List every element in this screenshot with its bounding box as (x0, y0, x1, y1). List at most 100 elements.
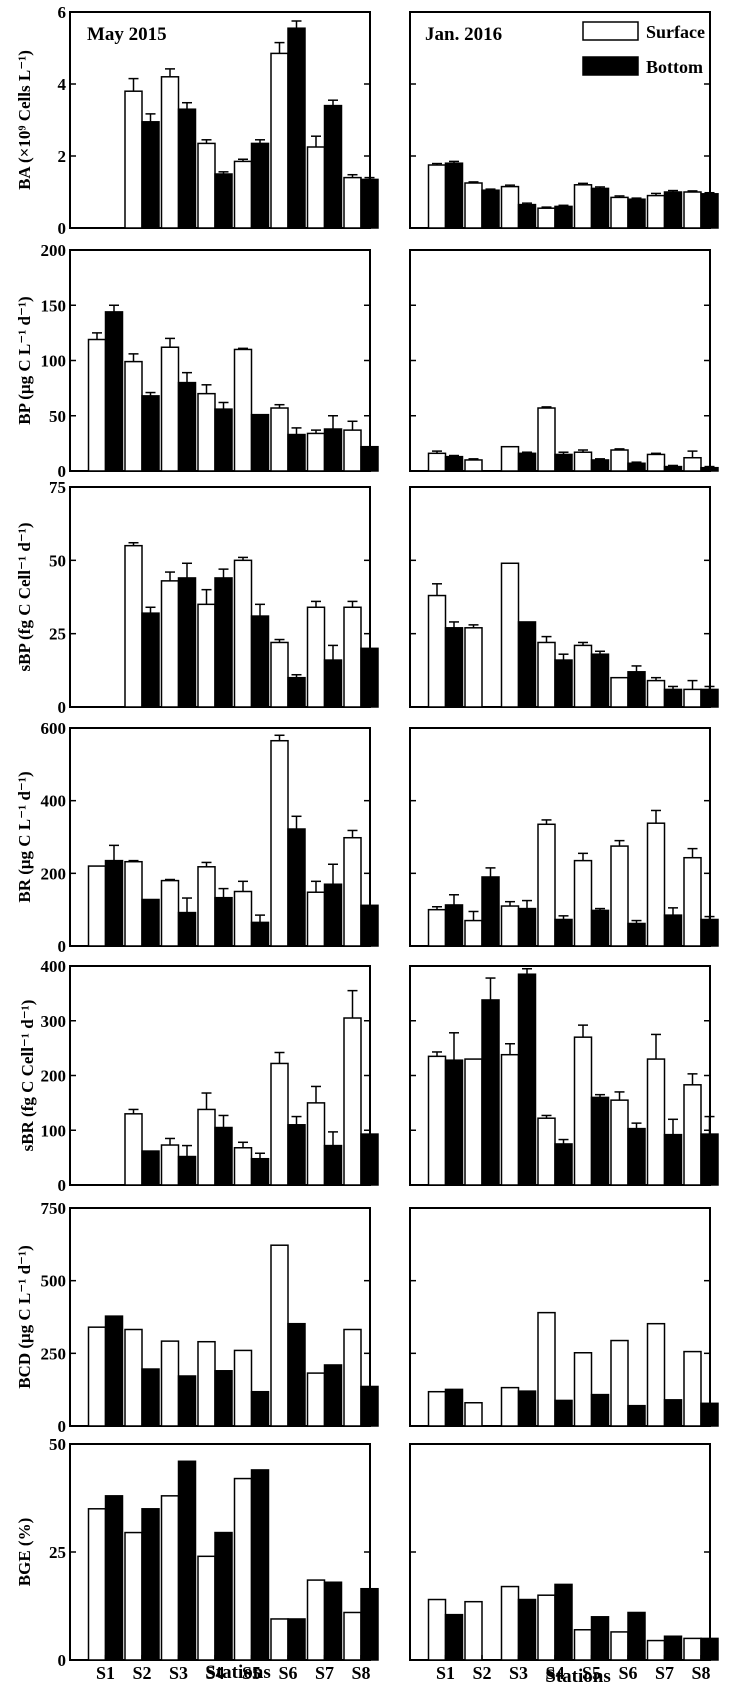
bar-bottom-s1 (104, 311, 124, 472)
y-axis-label-bcd: BCD (μg C L⁻¹ d⁻¹) (15, 1245, 34, 1389)
y-axis-label-bp: BP (μg C L⁻¹ d⁻¹) (15, 296, 34, 424)
bar-bottom-s7 (323, 428, 343, 472)
bar-bottom-s3 (517, 907, 537, 947)
bar-bottom-s1 (104, 1495, 124, 1661)
bar-bottom-s8 (360, 445, 379, 472)
y-axis-label-ba: BA (×10⁹ Cells L⁻¹) (15, 50, 34, 190)
bar-bottom-s8 (700, 466, 719, 472)
bar-surface-s8 (343, 176, 362, 229)
bar-bottom-s3 (177, 1460, 197, 1661)
bar-bottom-s7 (323, 1144, 343, 1186)
bar-bottom-s3 (177, 1155, 197, 1186)
bar-surface-s4 (197, 142, 216, 229)
bar-surface-s6 (270, 407, 289, 472)
legend-label-surface: Surface (646, 22, 705, 42)
bar-bottom-s4 (214, 1370, 233, 1427)
bar-surface-s4 (537, 207, 556, 229)
bar-surface-s6 (270, 1618, 289, 1661)
bar-bottom-s3 (177, 108, 197, 229)
bar-surface-s6 (270, 1062, 289, 1186)
bar-surface-s5 (573, 859, 593, 947)
bar-surface-s7 (306, 1372, 326, 1427)
panel-ba-jan-2016 (409, 11, 719, 229)
bar-bottom-s3 (517, 973, 537, 1186)
y-tick-label: 75 (49, 478, 66, 497)
bar-bottom-s2 (141, 898, 160, 947)
legend-label-bottom: Bottom (646, 57, 703, 77)
bar-bottom-s7 (663, 191, 683, 229)
bar-surface-s5 (233, 890, 253, 947)
bar-bottom-s8 (700, 688, 719, 708)
x-tick-label-s1: S1 (96, 1663, 115, 1683)
bar-surface-s4 (537, 641, 556, 708)
bar-surface-s5 (573, 1036, 593, 1186)
bar-surface-s8 (343, 1611, 362, 1661)
bar-surface-s8 (343, 429, 362, 472)
panels-layer: BA (×10⁹ Cells L⁻¹) 0 2 4 6 BP (μg C L⁻¹ d⁻¹)… (15, 3, 719, 1683)
bar-surface-s4 (537, 1594, 556, 1661)
panel-sbr-may-2015: 0 100 200 300 400 (41, 957, 379, 1195)
y-tick-label: 200 (41, 241, 67, 260)
bar-bottom-s7 (663, 688, 683, 708)
bar-bottom-s8 (360, 1587, 379, 1661)
bar-surface-s4 (197, 866, 216, 947)
bar-surface-s4 (197, 1340, 216, 1427)
bar-bottom-s7 (663, 1635, 683, 1661)
bar-bottom-s5 (250, 1390, 270, 1427)
bar-bottom-s3 (517, 452, 537, 472)
bar-bottom-s6 (627, 671, 646, 708)
bar-bottom-s4 (554, 205, 573, 229)
bar-bottom-s8 (360, 904, 379, 947)
y-tick-label: 600 (41, 719, 67, 738)
bar-bottom-s6 (627, 198, 646, 229)
panel-br-may-2015: 0 200 400 600 (41, 719, 379, 956)
bar-surface-s3 (500, 445, 520, 472)
bar-bottom-s8 (360, 647, 379, 708)
x-tick-label-s8: S8 (351, 1663, 370, 1683)
bar-bottom-s4 (554, 659, 573, 708)
bar-surface-s1 (427, 908, 447, 947)
bar-bottom-s1 (444, 1388, 464, 1427)
y-tick-label: 0 (58, 462, 67, 481)
x-tick-label-s4: S4 (545, 1663, 564, 1683)
bar-bottom-s7 (663, 1399, 683, 1427)
bar-surface-s7 (646, 453, 666, 472)
bar-surface-s6 (270, 739, 289, 947)
bar-surface-s6 (610, 676, 629, 708)
bar-bottom-s6 (287, 433, 306, 472)
x-tick-label-s8: S8 (691, 1663, 710, 1683)
bar-bottom-s6 (627, 1611, 646, 1661)
bar-surface-s5 (233, 348, 253, 472)
bar-surface-s3 (160, 346, 180, 472)
y-tick-label: 4 (58, 75, 67, 94)
bar-bottom-s8 (360, 1133, 379, 1186)
bar-surface-s2 (124, 1531, 143, 1661)
bar-surface-s8 (683, 456, 702, 472)
bar-surface-s4 (537, 1311, 556, 1427)
panel-title-jan-2016: Jan. 2016 (425, 24, 502, 45)
bar-bottom-s2 (141, 1368, 160, 1427)
bar-surface-s6 (610, 449, 629, 472)
legend-swatch-surface (582, 21, 639, 41)
bar-surface-s5 (573, 1629, 593, 1661)
bar-surface-s1 (427, 1055, 447, 1186)
y-axis-label-sbp: sBP (fg C Cell⁻¹ d⁻¹) (15, 522, 34, 671)
y-axis-label-sbr: sBR (fg C Cell⁻¹ d⁻¹) (18, 1000, 37, 1152)
y-tick-label: 0 (58, 937, 67, 956)
panel-bcd-jan-2016 (409, 1207, 719, 1427)
bar-surface-s6 (610, 845, 629, 947)
bar-surface-s2 (124, 1113, 143, 1186)
bar-bottom-s8 (700, 1133, 719, 1186)
bar-bottom-s2 (141, 395, 160, 472)
bar-surface-s2 (464, 1058, 483, 1186)
bar-surface-s1 (427, 594, 447, 708)
bar-bottom-s4 (214, 577, 233, 708)
x-axis-label-may-2015: Stations (205, 1662, 270, 1683)
x-tick-label-s3: S3 (169, 1663, 188, 1683)
y-tick-label: 0 (58, 1176, 67, 1195)
bar-bottom-s3 (517, 621, 537, 708)
bar-surface-s8 (683, 1084, 702, 1186)
bar-bottom-s4 (554, 453, 573, 472)
bar-surface-s4 (197, 392, 216, 472)
